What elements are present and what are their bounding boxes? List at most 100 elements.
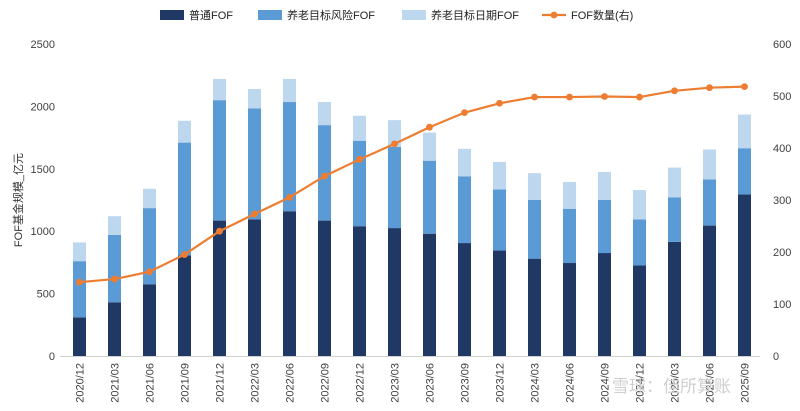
bar-segment-series-2	[388, 120, 401, 147]
right-tick-label: 400	[773, 143, 791, 155]
bar-segment-series-2	[528, 173, 541, 200]
bar-segment-series-0	[108, 302, 121, 356]
bar-segment-series-1	[458, 176, 471, 244]
x-axis: 2020/12 2021/03 2021/06 2021/09 2021/12 2022/…	[75, 363, 752, 403]
bar-segment-series-2	[73, 242, 86, 262]
left-tick-label: 1000	[31, 226, 55, 238]
bar-segment-series-2	[668, 167, 681, 198]
bar-segment-series-1	[143, 208, 156, 285]
legend: 普通FOF 养老目标风险FOF 养老目标日期FOF FOF数量(右)	[160, 8, 633, 22]
bar-segment-series-2	[423, 132, 436, 161]
legend-label: FOF数量(右)	[571, 8, 633, 22]
count-point	[286, 194, 293, 201]
bar-segment-series-0	[738, 194, 751, 356]
bar-segment-series-1	[703, 179, 716, 226]
bar-segment-series-1	[213, 100, 226, 221]
bar-segment-series-1	[248, 108, 261, 220]
x-tick-label: 2023/09	[460, 363, 472, 403]
x-tick-label: 2020/12	[75, 363, 87, 403]
bar-segment-series-0	[388, 228, 401, 356]
left-tick-label: 2000	[31, 101, 55, 113]
x-tick-label: 2022/12	[355, 363, 367, 403]
left-tick-label: 2500	[31, 39, 55, 51]
bar-segment-series-2	[703, 149, 716, 180]
left-tick-label: 0	[49, 351, 55, 363]
x-tick-label: 2025/09	[740, 363, 752, 403]
count-point	[706, 84, 713, 92]
x-tick-label: 2021/09	[180, 363, 192, 403]
right-axis: 0 100 200 300 400 500 600	[773, 39, 791, 363]
bar-segment-series-0	[703, 225, 716, 356]
x-tick-label: 2021/03	[110, 363, 122, 403]
bar-segment-series-0	[213, 220, 226, 356]
x-tick-label: 2022/06	[285, 363, 297, 403]
bar-segment-series-0	[598, 253, 611, 356]
x-tick-label: 2021/06	[145, 363, 157, 403]
bar-segment-series-0	[178, 255, 191, 356]
count-point	[181, 251, 188, 258]
bar-segment-series-2	[318, 102, 331, 126]
bar-segment-series-1	[738, 148, 751, 195]
bar-segment-series-2	[178, 120, 191, 143]
bar-segment-series-2	[493, 161, 506, 190]
bar-segment-series-2	[213, 78, 226, 101]
bar-segment-series-0	[423, 233, 436, 356]
x-tick-label: 2025/03	[670, 363, 682, 403]
bar-segment-series-1	[563, 208, 576, 264]
bar-segment-series-1	[388, 146, 401, 229]
count-point	[741, 83, 748, 91]
right-tick-label: 200	[773, 247, 791, 259]
bar-segment-series-1	[283, 102, 296, 212]
x-tick-label: 2021/12	[215, 363, 227, 403]
count-point	[461, 109, 468, 117]
bar-segment-series-1	[633, 219, 646, 266]
line-series	[76, 83, 748, 286]
bar-segment-series-0	[633, 265, 646, 356]
x-tick-label: 2024/12	[635, 363, 647, 403]
bar-segment-series-2	[283, 78, 296, 103]
bar-segment-series-1	[108, 234, 121, 303]
count-point	[671, 87, 678, 95]
left-axis: 0 500 1000 1500 2000 2500	[31, 39, 55, 363]
right-tick-label: 300	[773, 195, 791, 207]
x-tick-label: 2025/06	[705, 363, 717, 403]
right-tick-label: 0	[773, 351, 779, 363]
bar-segment-series-0	[143, 284, 156, 356]
right-tick-label: 600	[773, 39, 791, 51]
bar-segment-series-1	[528, 200, 541, 259]
bar-segment-series-2	[738, 114, 751, 149]
watermark: 雪球：佳所算账	[612, 377, 731, 396]
count-point	[76, 278, 83, 286]
count-point	[426, 123, 433, 131]
left-tick-label: 500	[37, 289, 55, 301]
bar-segment-series-1	[493, 189, 506, 251]
y-axis-title: FOF基金规模_亿元	[11, 153, 25, 247]
bar-segment-series-2	[563, 181, 576, 209]
bar-series	[73, 78, 751, 356]
bar-segment-series-2	[458, 148, 471, 177]
count-point	[391, 140, 398, 148]
bar-segment-series-2	[633, 190, 646, 220]
x-tick-label: 2024/09	[600, 363, 612, 403]
legend-label: 养老目标风险FOF	[287, 8, 375, 22]
count-point	[531, 93, 538, 101]
bar-segment-series-2	[353, 115, 366, 141]
legend-marker	[550, 11, 558, 19]
bar-segment-series-1	[73, 261, 86, 318]
bar-segment-series-0	[458, 243, 471, 356]
legend-swatch	[402, 10, 426, 20]
bar-segment-series-0	[668, 241, 681, 356]
legend-swatch	[258, 10, 282, 20]
right-tick-label: 500	[773, 91, 791, 103]
count-point	[636, 93, 643, 101]
bar-segment-series-0	[283, 211, 296, 356]
count-point	[111, 275, 118, 283]
bar-segment-series-0	[528, 258, 541, 356]
legend-label: 普通FOF	[189, 8, 233, 22]
bar-segment-series-2	[598, 171, 611, 200]
count-point	[356, 156, 363, 163]
x-tick-label: 2022/03	[250, 363, 262, 403]
x-tick-label: 2022/09	[320, 363, 332, 403]
legend-label: 养老目标日期FOF	[431, 8, 519, 22]
